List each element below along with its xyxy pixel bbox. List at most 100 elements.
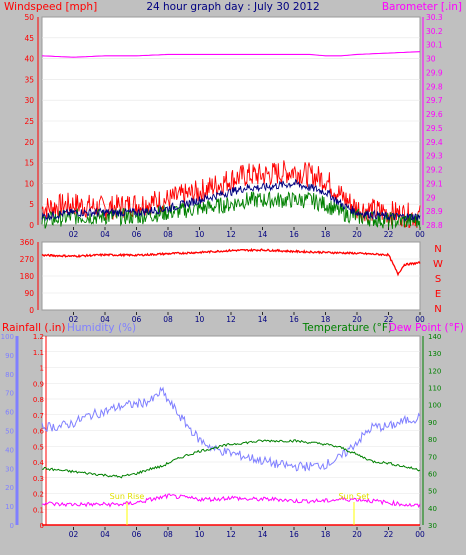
windspeed-tick: 35: [24, 75, 34, 84]
wind-x-tick: 16: [289, 230, 299, 239]
weather-x-tick: 02: [69, 530, 79, 539]
barometer-tick: 29.6: [426, 110, 443, 119]
humidity-axis-label: Humidity (%): [67, 322, 136, 334]
wind-x-tick: 12: [226, 230, 236, 239]
barometer-tick: 29.5: [426, 124, 443, 133]
barometer-axis-label: Barometer [.in]: [382, 1, 462, 13]
rainfall-tick: 1.1: [33, 349, 44, 357]
weather-x-tick: 12: [226, 530, 236, 539]
temperature-tick: 100: [428, 402, 441, 410]
windspeed-average-line: [41, 178, 421, 222]
weather-x-tick: 10: [195, 530, 205, 539]
windspeed-gust-line: [41, 160, 421, 229]
barometer-tick: 29.2: [426, 166, 443, 175]
compass-label: S: [435, 274, 441, 285]
temperature-tick: 30: [428, 522, 437, 530]
barometer-tick: 29.8: [426, 82, 443, 91]
graph-title: 24 hour graph day : July 30 2012: [146, 1, 319, 13]
direction-x-tick: 02: [69, 315, 79, 324]
direction-x-tick: 06: [132, 315, 142, 324]
temperature-line: [42, 439, 421, 479]
windspeed-tick: 20: [24, 138, 34, 147]
barometer-tick: 29.3: [426, 152, 443, 161]
temperature-tick: 40: [428, 505, 437, 513]
barometer-tick: 29.9: [426, 68, 443, 77]
barometer-tick: 28.8: [426, 221, 443, 230]
wind-x-tick: 20: [352, 230, 362, 239]
windspeed-tick: 5: [29, 200, 34, 209]
weather-x-tick: 00: [415, 530, 425, 539]
wind-x-tick: 22: [384, 230, 394, 239]
temperature-tick: 120: [428, 367, 441, 375]
direction-x-tick: 08: [163, 315, 173, 324]
wind-x-tick: 14: [258, 230, 268, 239]
barometer-tick: 30.1: [426, 41, 443, 50]
compass-label: W: [433, 259, 443, 270]
compass-label: E: [435, 289, 441, 300]
humidity-tick: 60: [5, 409, 14, 417]
direction-tick: 0: [29, 306, 34, 315]
dewpoint-axis-label: Dew Point (°F): [389, 322, 464, 334]
rainfall-tick: 0.6: [33, 428, 45, 436]
humidity-tick: 90: [5, 352, 14, 360]
direction-x-tick: 12: [226, 315, 236, 324]
wind-axis-label: Windspeed [mph]: [4, 1, 97, 13]
rainfall-tick: 0.5: [33, 443, 44, 451]
temperature-tick: 60: [428, 470, 437, 478]
rainfall-tick: 0.1: [33, 506, 44, 514]
wind-x-tick: 04: [100, 230, 110, 239]
direction-x-tick: 18: [321, 315, 331, 324]
rainfall-tick: 0.2: [33, 491, 44, 499]
wind-x-tick: 18: [321, 230, 331, 239]
barometer-tick: 30.2: [426, 27, 443, 36]
direction-tick: 90: [24, 289, 34, 298]
weather-x-tick: 06: [132, 530, 142, 539]
rainfall-axis-label: Rainfall (.in): [2, 322, 65, 334]
compass-label: N: [434, 244, 441, 255]
barometer-tick: 29.1: [426, 179, 443, 188]
direction-x-tick: 16: [289, 315, 299, 324]
temperature-tick: 140: [428, 333, 441, 341]
series-layer: [41, 51, 421, 526]
barometer-tick: 30: [426, 55, 436, 64]
rainfall-tick: 0: [40, 522, 44, 530]
barometer-tick: 29.7: [426, 96, 443, 105]
weather-x-tick: 20: [352, 530, 362, 539]
wind-x-tick: 02: [69, 230, 79, 239]
direction-x-tick: 00: [415, 315, 425, 324]
humidity-tick: 70: [5, 390, 14, 398]
humidity-tick: 80: [5, 371, 14, 379]
weather-x-tick: 04: [100, 530, 110, 539]
direction-x-tick: 20: [352, 315, 362, 324]
weather-x-tick: 08: [163, 530, 173, 539]
barometer-tick: 29: [426, 193, 436, 202]
rainfall-tick: 0.9: [33, 380, 44, 388]
windspeed-tick: 45: [24, 34, 34, 43]
humidity-tick: 20: [5, 484, 14, 492]
rainfall-tick: 0.8: [33, 396, 44, 404]
humidity-tick: 0: [10, 522, 14, 530]
barometer-tick: 30.3: [426, 13, 443, 22]
humidity-tick: 50: [5, 428, 14, 436]
temperature-tick: 70: [428, 453, 437, 461]
direction-tick: 180: [20, 272, 35, 281]
rainfall-tick: 1: [40, 365, 44, 373]
barometer-tick: 28.9: [426, 207, 443, 216]
weather-x-tick: 16: [289, 530, 299, 539]
sunset-label: Sun Set: [339, 492, 370, 501]
rainfall-tick: 0.3: [33, 475, 44, 483]
humidity-tick: 10: [5, 503, 14, 511]
temperature-axis-label: Temperature (°F): [302, 322, 392, 334]
temperature-tick: 80: [428, 436, 437, 444]
windspeed-tick: 15: [24, 159, 34, 168]
weather-x-tick: 18: [321, 530, 331, 539]
barometer-line: [41, 51, 421, 58]
windspeed-tick: 25: [24, 117, 34, 126]
humidity-tick: 100: [1, 333, 14, 341]
wind-x-tick: 06: [132, 230, 142, 239]
compass-label: N: [434, 304, 441, 315]
direction-x-tick: 04: [100, 315, 110, 324]
